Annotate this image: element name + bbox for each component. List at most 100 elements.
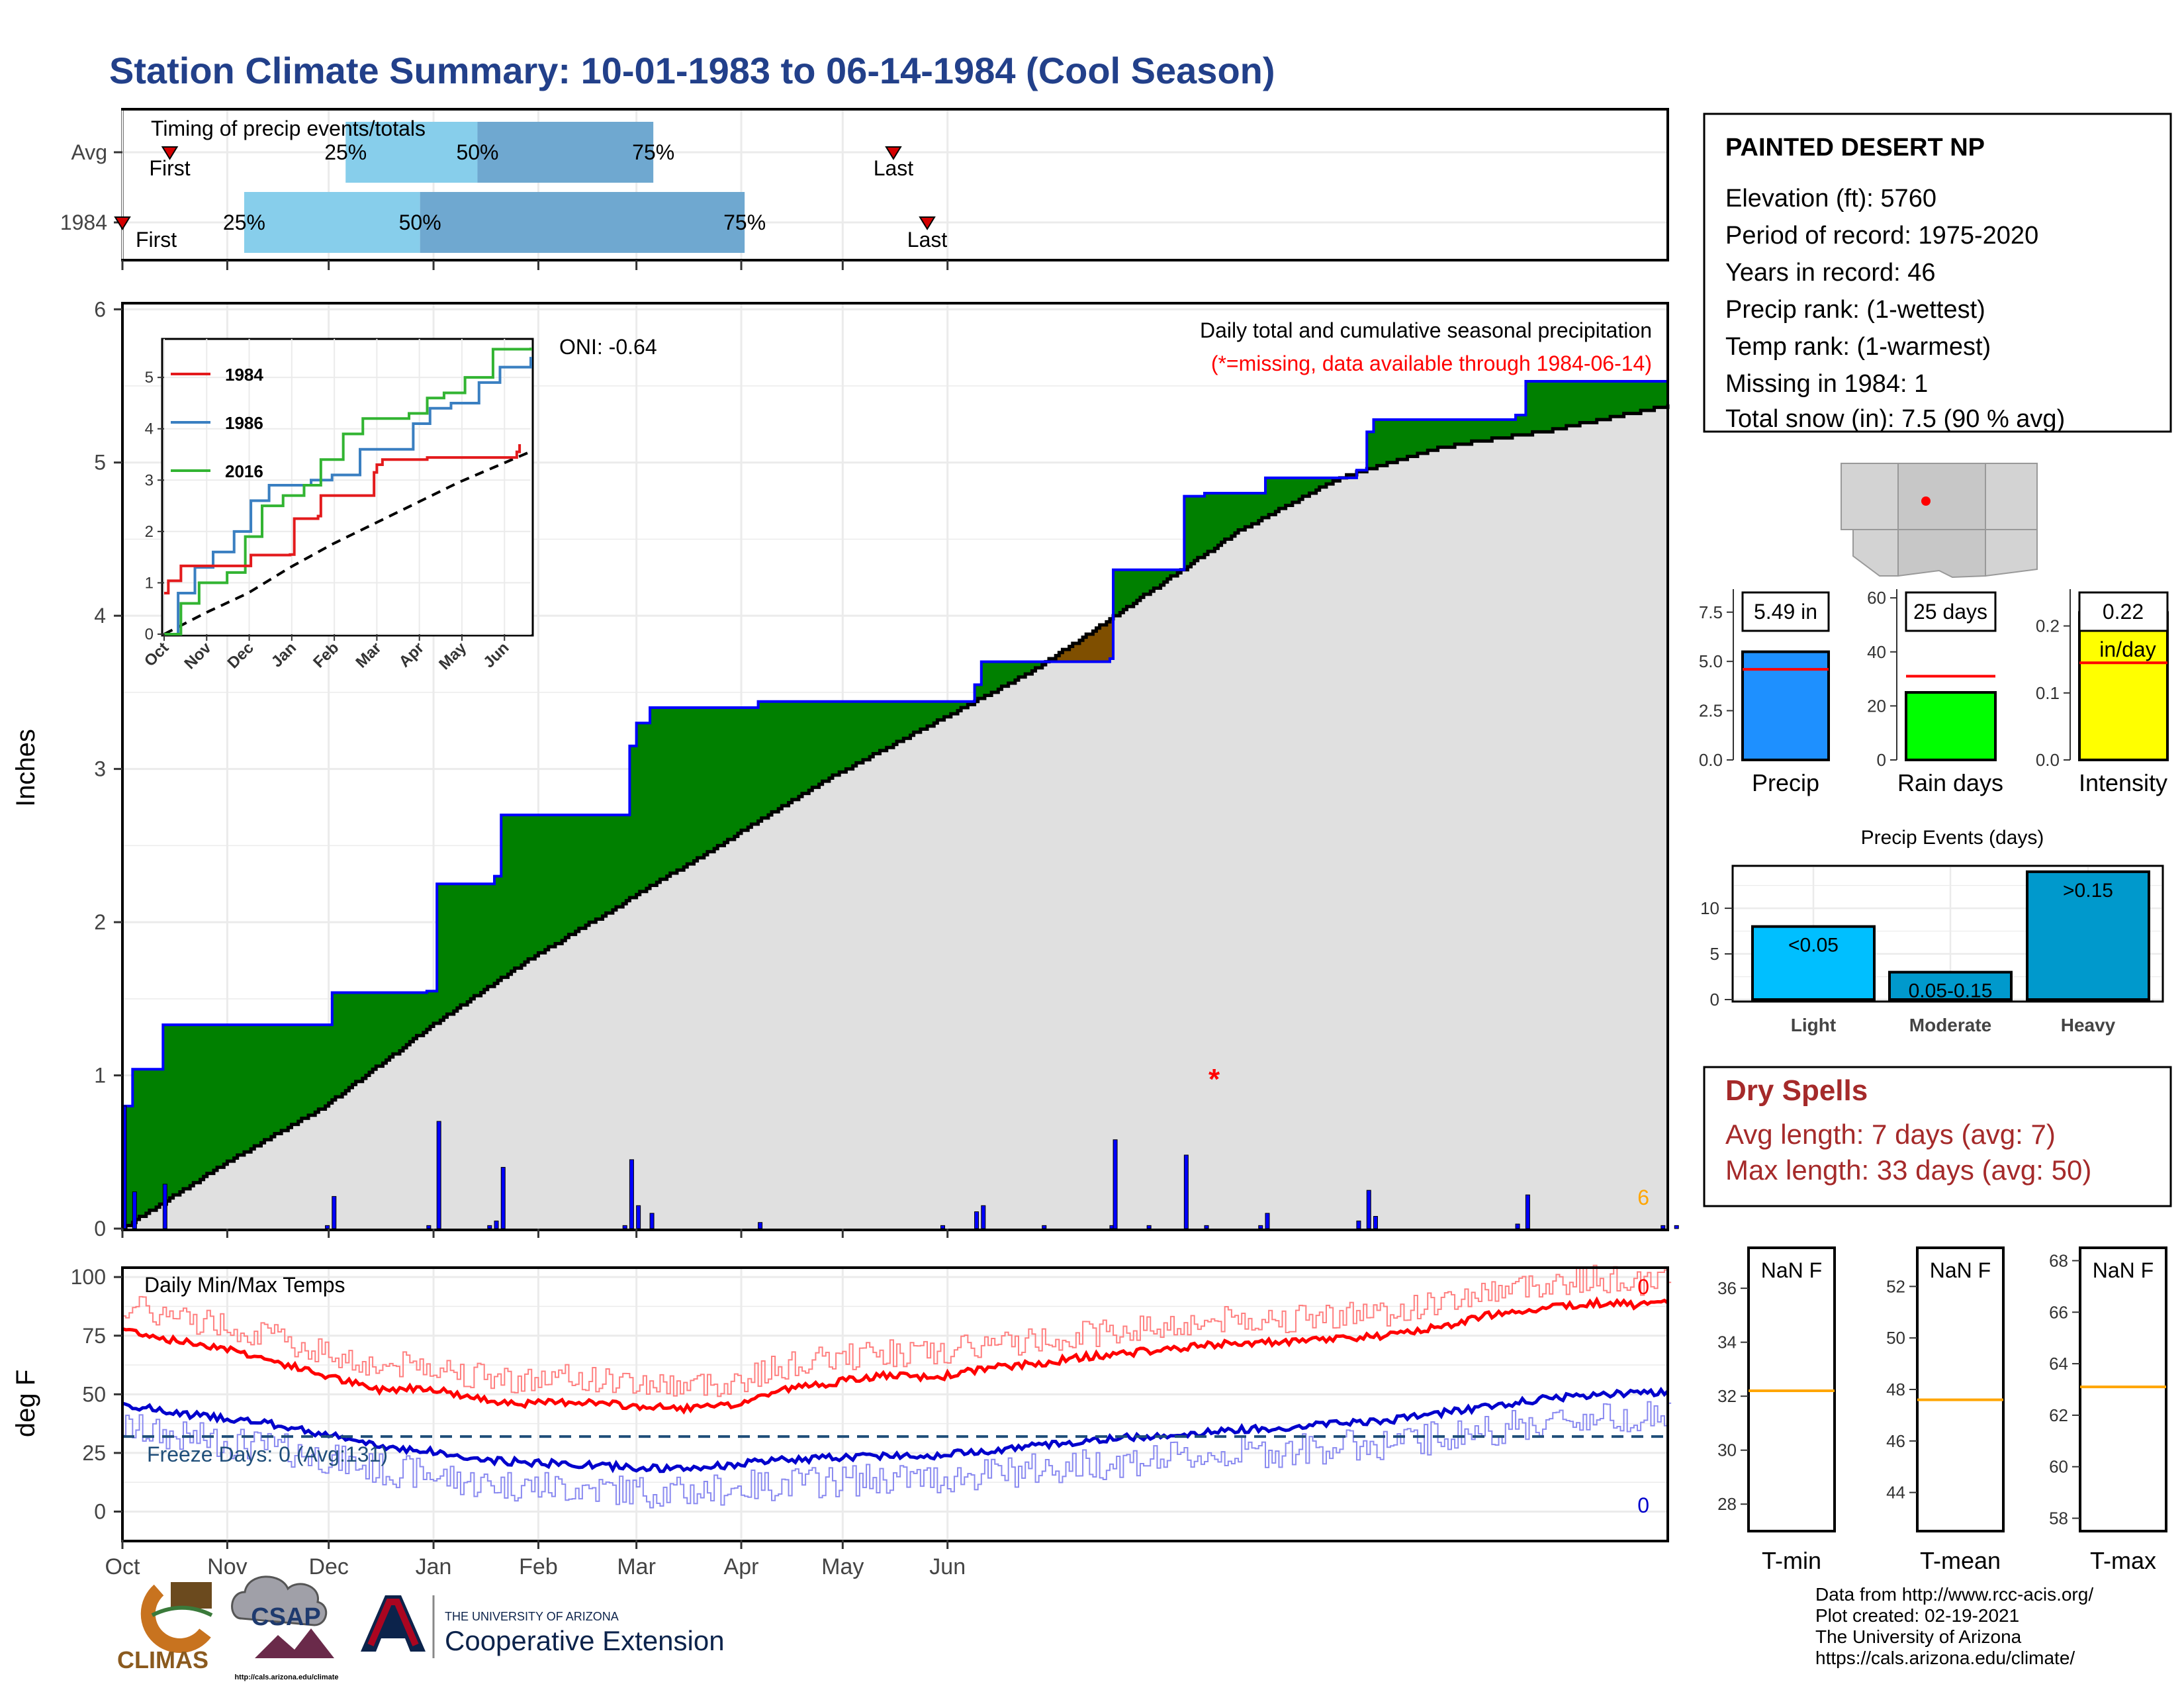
month-tick-label: Mar: [617, 1554, 656, 1579]
daily-precip-bar: [636, 1205, 641, 1229]
temp-box-tick-label: 36: [1717, 1278, 1737, 1298]
credit-line-1: Data from http://www.rcc-acis.org/: [1815, 1584, 2093, 1605]
month-tick-label: Feb: [519, 1554, 558, 1579]
freeze-days-label: Freeze Days: 0 (Avg:131): [147, 1442, 388, 1466]
side-bar-tick-label: 0: [1877, 750, 1886, 770]
month-tick-label: Jun: [929, 1554, 966, 1579]
side-bar-tick-label: 60: [1867, 588, 1886, 608]
timing-avg-p50: 50%: [456, 140, 498, 164]
temp-box-tick-label: 28: [1717, 1494, 1737, 1514]
side-bar-tick-label: 5.0: [1699, 651, 1723, 671]
temp-y-tick-label: 50: [82, 1382, 106, 1406]
avg-max-temp-line: [122, 1296, 1669, 1415]
precip-value-text: 5.49 in: [1754, 600, 1817, 624]
tmean-y-axis: 44 46 48 50 52: [1886, 1276, 1917, 1503]
last-label-1984: Last: [907, 228, 948, 252]
station-missing: Missing in 1984: 1: [1725, 370, 1928, 398]
side-bar-tick-label: 2.5: [1699, 701, 1723, 721]
temp-box-tick-label: 66: [2049, 1302, 2068, 1322]
daily-precip-bar: [162, 1184, 167, 1229]
daily-precip-bar: [332, 1196, 337, 1229]
climas-logo: CLIMAS: [117, 1582, 213, 1673]
daily-precip-bar: [436, 1121, 441, 1229]
inset-legend-1986: 1986: [225, 413, 263, 433]
dry-spells-avg: Avg length: 7 days (avg: 7): [1725, 1119, 2056, 1150]
events-bars: <0.05 Light 0.05-0.15 Moderate >0.15 Heavy: [1751, 870, 2150, 1035]
raindays-value-bar: [1905, 690, 1997, 762]
timing-avg-p25: 25%: [324, 140, 367, 164]
tmin-value: NaN F: [1761, 1258, 1822, 1282]
timing-1984-p75: 75%: [723, 211, 766, 234]
temp-box-tick-label: 60: [2049, 1457, 2068, 1477]
tmean-label: T-mean: [1920, 1547, 2001, 1574]
station-temp-rank: Temp rank: (1-warmest): [1725, 333, 1991, 361]
temp-box-tick-label: 48: [1886, 1380, 1905, 1399]
month-tick-label: Apr: [724, 1554, 759, 1579]
daily-precip-bar: [1146, 1225, 1152, 1229]
obs-min-temp-line: [122, 1401, 1672, 1509]
events-title: Precip Events (days): [1861, 827, 2044, 849]
last-label-avg: Last: [874, 156, 914, 180]
inset-y-tick-label: 0: [145, 626, 154, 643]
min-count-label: 0: [1637, 1493, 1649, 1517]
inset-1984-line: [164, 444, 522, 594]
precip-y-tick-label: 6: [94, 297, 106, 321]
last-marker-avg: [885, 146, 902, 160]
temp-box-tick-label: 68: [2049, 1250, 2068, 1270]
tmin-y-axis: 28 30 32 34 36: [1717, 1278, 1749, 1514]
daily-precip-bar: [1204, 1225, 1209, 1229]
precip-bar-label: Precip: [1752, 769, 1819, 796]
intensity-bar-label: Intensity: [2079, 769, 2167, 796]
inset-y-tick-label: 1: [145, 574, 154, 592]
missing-marker: *: [1208, 1063, 1220, 1096]
climas-logo-text: CLIMAS: [117, 1646, 208, 1673]
month-tick-label: Jan: [416, 1554, 452, 1579]
precip-y-tick-label: 1: [94, 1064, 106, 1088]
temp-y-tick-label: 25: [82, 1441, 106, 1465]
timing-avg-bar-q2: [477, 122, 654, 183]
timing-row-label-1984: 1984: [60, 211, 107, 234]
event-bar-value: >0.15: [2063, 880, 2113, 902]
temp-y-label: deg F: [11, 1370, 40, 1437]
credit-line-4: https://cals.arizona.edu/climate/: [1815, 1648, 2075, 1668]
csap-logo-text: CSAP: [251, 1603, 321, 1631]
tmax-label: T-max: [2090, 1547, 2156, 1574]
raindays-bar-y-axis: 0 20 40 60: [1867, 588, 1897, 770]
intensity-value-unit: in/day: [2099, 637, 2156, 661]
temp-box-tick-label: 30: [1717, 1440, 1737, 1460]
temp-y-tick-label: 75: [82, 1324, 106, 1348]
daily-precip-bar: [132, 1191, 137, 1229]
events-y-tick-label: 0: [1710, 990, 1719, 1009]
timing-1984-p50: 50%: [399, 211, 441, 234]
temp-box-tick-label: 34: [1717, 1333, 1737, 1352]
temp-box-tick-label: 44: [1886, 1483, 1905, 1503]
precip-y-tick-label: 2: [94, 910, 106, 934]
event-bar-moderate: [1888, 970, 2013, 1002]
last-marker-1984: [919, 216, 936, 230]
temp-box-tick-label: 52: [1886, 1276, 1905, 1296]
daily-precip-bar: [1265, 1213, 1270, 1229]
precip-bar-y-axis: 0.0 2.5 5.0 7.5: [1699, 589, 1734, 770]
locator-map: [1840, 458, 2038, 579]
daily-precip-bar: [1183, 1154, 1189, 1229]
csap-logo-url: http://cals.arizona.edu/climate: [234, 1673, 338, 1681]
daily-precip-bar: [1515, 1223, 1520, 1229]
intensity-value-text: 0.22: [2103, 600, 2144, 624]
station-info-box: PAINTED DESERT NP Elevation (ft): 5760 P…: [1703, 113, 2172, 433]
tmean-value: NaN F: [1930, 1258, 1991, 1282]
side-bar-tick-label: 0.2: [2036, 616, 2060, 636]
daily-precip-bar: [981, 1205, 986, 1229]
intensity-bar-y-axis: 0.0 0.1 0.2: [2036, 589, 2071, 770]
side-bar-tick-label: 7.5: [1699, 602, 1723, 622]
daily-precip-bar: [1674, 1225, 1679, 1229]
station-period: Period of record: 1975-2020: [1725, 222, 2038, 250]
inset-grid: [163, 339, 531, 635]
precip-y-tick-label: 5: [94, 451, 106, 475]
missing-note: (*=missing, data available through 1984-…: [1211, 352, 1652, 375]
timing-1984-bar-q1: [244, 192, 420, 253]
credits: Data from http://www.rcc-acis.org/ Plot …: [1815, 1584, 2093, 1668]
temp-title: Daily Min/Max Temps: [144, 1273, 345, 1297]
oni-label: ONI: -0.64: [559, 335, 657, 359]
timing-row-label-avg: Avg: [71, 140, 107, 164]
daily-precip-bar: [1258, 1225, 1263, 1229]
